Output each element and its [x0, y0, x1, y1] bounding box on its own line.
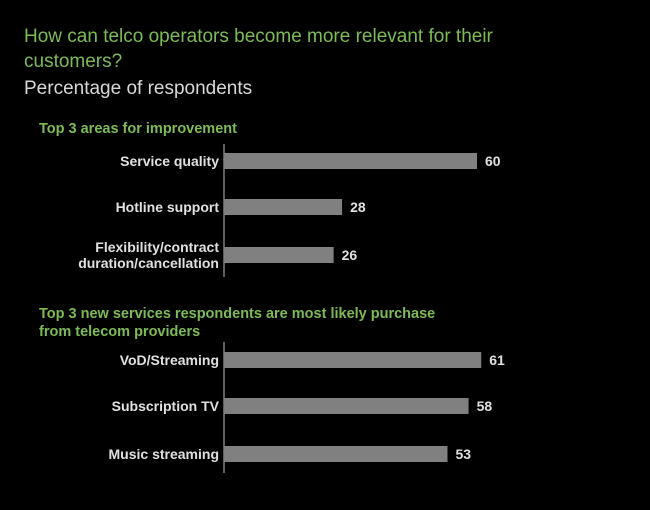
- bar: [224, 199, 343, 215]
- bar: [224, 247, 334, 263]
- section-title: from telecom providers: [39, 324, 200, 340]
- category-label: Hotline support: [116, 199, 220, 215]
- data-label: 60: [485, 153, 501, 169]
- section-title: Top 3 areas for improvement: [39, 121, 237, 137]
- bar: [224, 352, 482, 368]
- bar: [224, 446, 448, 462]
- data-label: 58: [477, 398, 493, 414]
- data-label: 61: [489, 352, 505, 368]
- category-label: Music streaming: [109, 446, 219, 462]
- chart-subtitle: Percentage of respondents: [24, 78, 253, 99]
- data-label: 26: [342, 247, 358, 263]
- chart-title: How can telco operators become more rele…: [24, 26, 493, 72]
- category-label: VoD/Streaming: [120, 352, 219, 368]
- category-label: duration/cancellation: [78, 255, 219, 271]
- data-label: 53: [455, 446, 471, 462]
- category-label: Service quality: [120, 153, 219, 169]
- bar: [224, 398, 469, 414]
- data-label: 28: [350, 199, 366, 215]
- section-title: Top 3 new services respondents are most …: [39, 306, 435, 322]
- category-label: Subscription TV: [112, 398, 220, 414]
- category-label: Flexibility/contract: [95, 239, 219, 255]
- bar: [224, 153, 477, 169]
